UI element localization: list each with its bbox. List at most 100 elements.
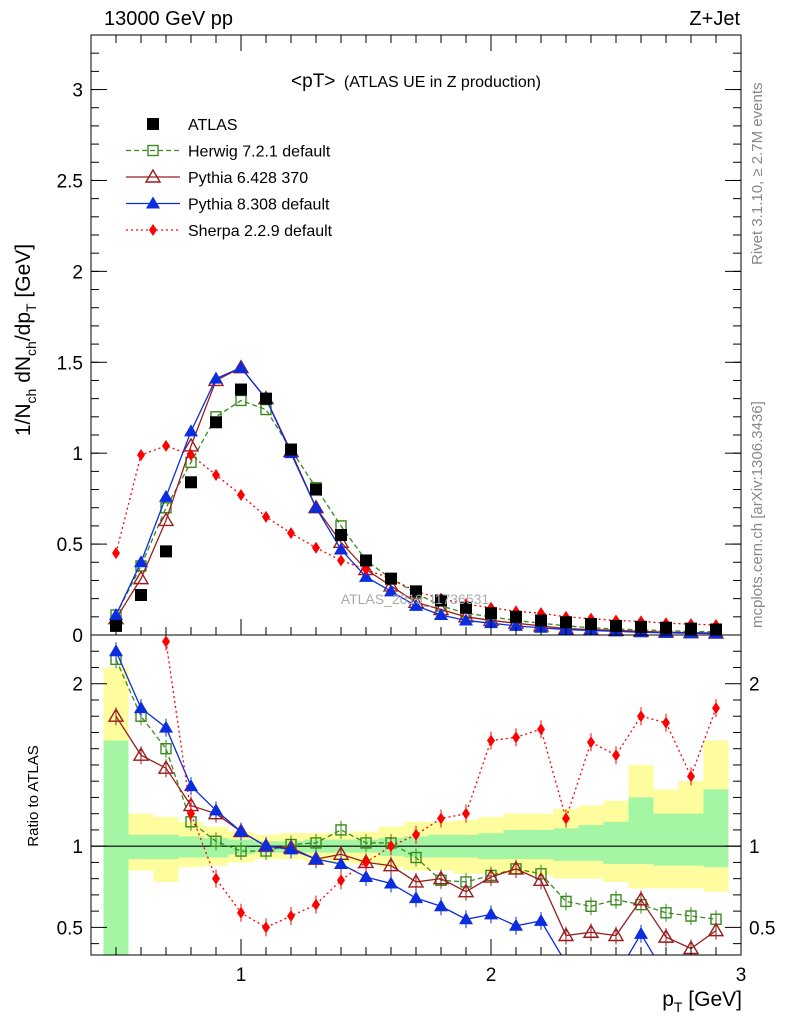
analysis-watermark: ATLAS_2019_I1736531 <box>341 591 490 607</box>
pythia8-point <box>459 613 473 626</box>
herwig-ratio-point <box>610 894 622 906</box>
band-inner-bin <box>403 836 429 858</box>
main-y-axis-title: 1/Nch dNch/dpT [GeV] <box>12 244 39 436</box>
pythia8-ratio-point <box>334 857 348 870</box>
pythia6-ratio-point <box>407 873 425 888</box>
svg-text:1/Nch dNch/dpT [GeV]: 1/Nch dNch/dpT [GeV] <box>12 244 39 436</box>
pythia8-ratio-point <box>309 852 323 865</box>
pythia6-ratio-point <box>507 860 525 875</box>
legend-label: Pythia 6.428 370 <box>188 170 308 187</box>
atlas-point <box>285 443 297 456</box>
sherpa-ratio-point <box>162 635 170 648</box>
sherpa-point <box>337 554 345 567</box>
pythia6-ratio-point <box>707 922 725 937</box>
atlas-point <box>235 383 247 396</box>
pythia8-point <box>534 620 548 633</box>
sherpa-ratio-point <box>662 716 670 729</box>
pythia8-point <box>509 618 523 631</box>
sherpa-ratio-point <box>212 872 220 885</box>
atlas-point <box>585 618 597 631</box>
sherpa-ratio-point <box>537 723 545 736</box>
pythia8-ratio-point <box>534 913 548 926</box>
pythia8-ratio-point <box>159 720 173 733</box>
pythia6-ratio-point <box>657 928 675 943</box>
sherpa-ratio-point <box>687 770 695 783</box>
y-tick-label: 3 <box>72 81 83 102</box>
pythia6-ratio-point <box>557 927 575 942</box>
y-tick-label: 1.5 <box>57 353 83 374</box>
legend-label: Sherpa 2.2.9 default <box>188 223 333 240</box>
pythia8-point <box>209 371 223 384</box>
sherpa-ratio-point <box>262 921 270 934</box>
legend-marker-sherpa <box>149 224 157 236</box>
herwig-ratio-point <box>160 743 172 755</box>
y-tick-label: 1 <box>72 444 83 465</box>
atlas-series <box>110 383 722 636</box>
pythia8-point <box>434 608 448 620</box>
pythia8-ratio-point <box>384 876 398 889</box>
pythia8-ratio-point <box>109 644 123 657</box>
pythia6-ratio-point <box>632 891 650 906</box>
pythia8-ratio-point <box>634 926 648 939</box>
herwig-ratio-point <box>660 907 672 919</box>
atlas-point <box>535 614 547 627</box>
pythia8-point <box>409 598 423 611</box>
atlas-point <box>635 620 647 633</box>
pythia6-point <box>157 512 175 527</box>
sherpa-point <box>187 449 195 461</box>
pythia8-ratio-point <box>509 918 523 931</box>
pythia8-point <box>309 500 323 513</box>
y-tick-label: 0 <box>72 626 83 647</box>
pythia8-ratio-point <box>209 803 223 816</box>
pythia8-ratio-point <box>359 870 373 883</box>
pythia6-ratio-point <box>457 883 475 898</box>
atlas-point <box>135 589 147 601</box>
pythia8-ratio-point <box>234 824 248 837</box>
pythia8-ratio-point <box>259 839 273 852</box>
legend-label: Herwig 7.2.1 default <box>188 144 331 161</box>
band-inner-bin <box>503 829 529 860</box>
ratio-uncertainty-band <box>103 667 729 955</box>
ratio-y-tick-label: 1 <box>72 837 83 858</box>
sherpa-ratio-point <box>337 874 345 887</box>
y-tick-label: 0.5 <box>57 535 83 556</box>
sherpa-ratio-point <box>412 828 420 841</box>
herwig-ratio-point <box>560 895 572 908</box>
pythia8-ratio-point <box>134 701 148 714</box>
atlas-point <box>185 476 197 489</box>
atlas-point <box>435 594 447 607</box>
sherpa-ratio-point <box>362 856 370 869</box>
pythia8-point <box>109 608 123 620</box>
pythia6-ratio-point <box>607 927 625 942</box>
herwig-ratio-point <box>210 835 222 847</box>
pythia8-ratio-point <box>409 891 423 904</box>
atlas-point <box>210 416 222 429</box>
pythia6-ratio-point <box>157 759 175 774</box>
plot-title: <pT> (ATLAS UE in Z production) <box>291 71 541 92</box>
sherpa-point <box>262 510 270 523</box>
atlas-point <box>410 585 422 598</box>
legend-marker-herwig <box>147 144 159 157</box>
pythia8-ratio-series <box>109 642 655 955</box>
x-axis-title: pT [GeV] <box>662 988 742 1015</box>
ratio-y-tick-label-right: 0.5 <box>749 918 775 939</box>
ratio-axes: 0.5 0.5 1 1 2 2 1 2 3 <box>57 650 775 986</box>
atlas-point <box>335 529 347 541</box>
band-inner-bin <box>703 789 729 868</box>
herwig-ratio-point <box>310 837 322 849</box>
sherpa-ratio-point <box>462 807 470 820</box>
pythia6-point <box>132 570 150 585</box>
pythia6-ratio-point <box>432 870 450 885</box>
x-tick-label: 1 <box>236 965 247 986</box>
sherpa-point <box>162 439 170 452</box>
ratio-y-axis-title: Ratio to ATLAS <box>25 745 42 846</box>
sherpa-ratio-point <box>562 812 570 825</box>
pythia8-point <box>234 360 248 373</box>
pythia8-point <box>334 542 348 555</box>
sherpa-ratio-point <box>612 749 620 762</box>
band-inner-bin <box>178 836 204 858</box>
legend-label: Pythia 8.308 default <box>188 197 330 214</box>
atlas-point <box>485 607 497 620</box>
herwig-ratio-point <box>235 845 247 857</box>
